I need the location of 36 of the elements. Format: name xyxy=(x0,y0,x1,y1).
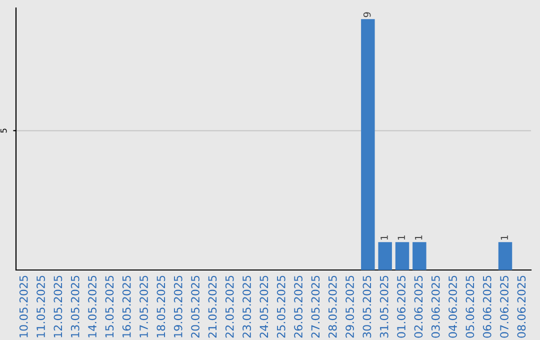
x-tick-label: 28.05.2025 xyxy=(328,276,337,338)
x-tick-label: 23.05.2025 xyxy=(242,276,251,338)
x-tick-label: 22.05.2025 xyxy=(225,276,234,338)
x-tick-label: 05.06.2025 xyxy=(466,276,474,338)
x-tick-label: 27.05.2025 xyxy=(311,276,320,338)
x-tick-label: 24.05.2025 xyxy=(260,276,268,338)
x-tick-label: 13.05.2025 xyxy=(70,276,80,338)
x-tick-label: 14.05.2025 xyxy=(88,276,96,338)
x-tick-label: 10.05.2025 xyxy=(19,276,28,338)
x-tick-label: 18.05.2025 xyxy=(156,276,166,338)
x-tick-label: 16.05.2025 xyxy=(122,276,131,338)
x-tick-label: 07.06.2025 xyxy=(500,276,508,338)
x-tick-label: 06.06.2025 xyxy=(482,276,492,338)
x-tick-label: 04.06.2025 xyxy=(448,276,457,338)
data-label: 1 xyxy=(415,235,422,240)
x-tick-label: 08.06.2025 xyxy=(517,276,526,338)
x-tick-label: 03.06.2025 xyxy=(431,276,440,338)
x-tick-label: 25.05.2025 xyxy=(276,276,286,338)
x-tick-label: 20.05.2025 xyxy=(191,276,200,338)
x-tick-label: 29.05.2025 xyxy=(346,276,354,338)
data-label: 1 xyxy=(398,235,405,240)
x-tick-label: 30.05.2025 xyxy=(362,276,372,338)
x-tick-label: 26.05.2025 xyxy=(294,276,302,338)
x-tick-label: 19.05.2025 xyxy=(174,276,182,338)
data-label: 9 xyxy=(363,12,371,18)
x-tick-label: 21.05.2025 xyxy=(208,276,217,338)
data-label: 1 xyxy=(500,235,508,240)
x-tick-label: 02.06.2025 xyxy=(414,276,423,338)
x-tick-label: 31.05.2025 xyxy=(380,276,388,338)
x-tick-label: 15.05.2025 xyxy=(105,276,114,338)
data-label: 1 xyxy=(380,235,388,240)
x-tick-label: 11.05.2025 xyxy=(36,276,45,338)
x-tick-label: 01.06.2025 xyxy=(397,276,406,338)
x-tick-label: 17.05.2025 xyxy=(140,276,148,338)
x-tick-label: 12.05.2025 xyxy=(54,276,62,338)
y-tick-label: 5 xyxy=(0,128,7,133)
